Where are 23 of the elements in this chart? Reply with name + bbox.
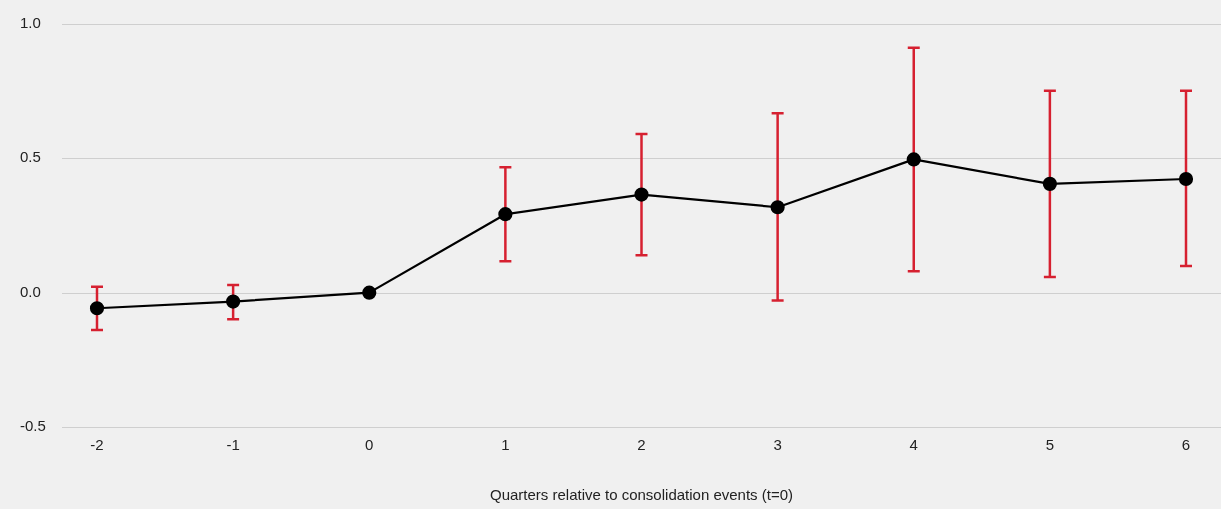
point bbox=[89, 301, 105, 316]
y-tick-label: -0.5 bbox=[20, 417, 46, 435]
point bbox=[634, 187, 649, 202]
y-tick-label: 0.5 bbox=[20, 148, 41, 166]
x-tick-label: -1 bbox=[226, 436, 240, 454]
y-tick-label: 1.0 bbox=[20, 14, 41, 32]
x-tick-label: 4 bbox=[909, 436, 918, 454]
x-tick-label: -2 bbox=[90, 436, 104, 454]
x-tick-label: 1 bbox=[501, 436, 510, 454]
point bbox=[498, 207, 513, 222]
x-tick-label: 6 bbox=[1181, 436, 1191, 454]
y-tick-label: 0.0 bbox=[20, 282, 41, 300]
x-axis-title: Quarters relative to consolidation events (t=0) bbox=[489, 486, 794, 504]
x-tick-label: 5 bbox=[1045, 436, 1055, 454]
x-tick-label: 0 bbox=[365, 436, 374, 454]
point bbox=[226, 294, 241, 309]
x-tick-label: 2 bbox=[637, 436, 646, 454]
point bbox=[770, 200, 785, 215]
x-tick-label: 3 bbox=[773, 436, 782, 454]
point bbox=[362, 285, 377, 300]
point bbox=[906, 152, 921, 167]
point bbox=[1042, 176, 1057, 191]
point bbox=[1178, 171, 1194, 187]
